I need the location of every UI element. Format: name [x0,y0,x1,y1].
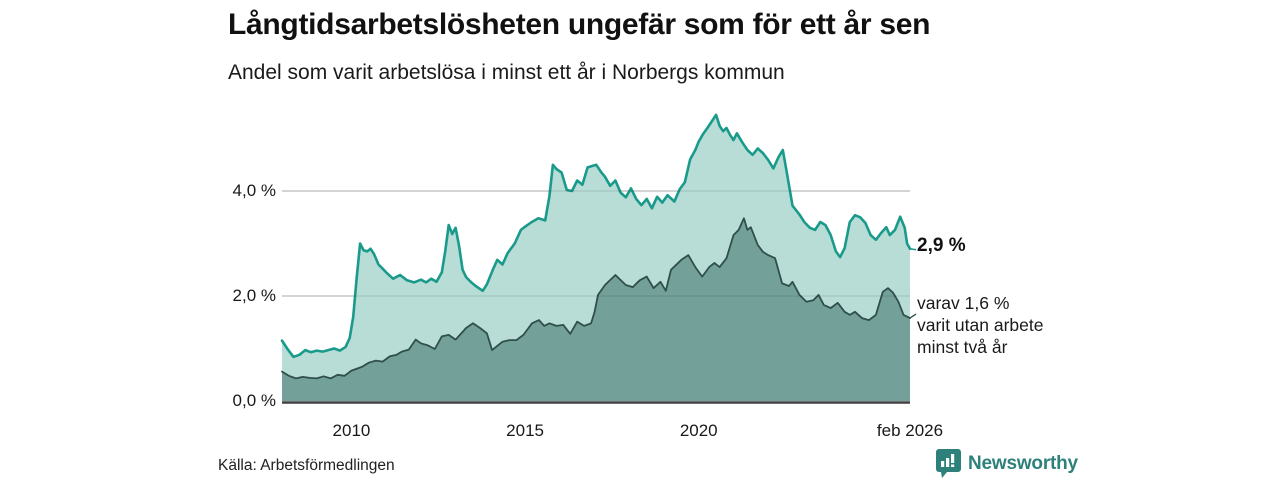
x-tick-label: 2020 [679,421,718,440]
series-line-1 [281,217,911,380]
brand-name: Newsworthy [968,452,1078,474]
x-tick-label: 2015 [506,421,544,440]
series-area-1 [282,218,910,401]
y-tick-label: 0,0 % [232,391,276,410]
chart-subtitle: Andel som varit arbetslösa i minst ett å… [228,61,785,84]
x-tick-label: 2010 [332,421,371,440]
brand-logo: Newsworthy [936,449,1078,478]
y-tick-label: 4,0 % [232,181,276,200]
end-value-label: 2,9 % [917,235,966,256]
end-label-connector [909,313,917,319]
series-line-0 [280,113,912,359]
end-label-connector [909,248,917,251]
source-attribution: Källa: Arbetsförmedlingen [218,457,395,474]
page-title: Långtidsarbetslösheten ungefär som för e… [228,8,931,41]
end-note-label: varav 1,6 % varit utan arbete minst två … [917,293,1044,357]
newsworthy-chart-pin-icon [936,449,961,478]
y-tick-label: 2,0 % [232,286,276,305]
x-tick-label: feb 2026 [876,421,944,440]
